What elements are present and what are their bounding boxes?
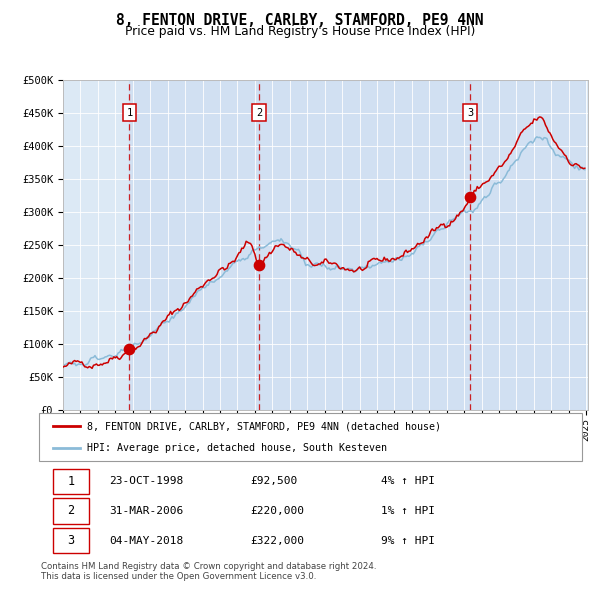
Bar xyxy=(130,80,259,410)
FancyBboxPatch shape xyxy=(53,468,89,494)
Text: 4% ↑ HPI: 4% ↑ HPI xyxy=(381,476,435,486)
Text: 2: 2 xyxy=(256,108,262,117)
Text: £92,500: £92,500 xyxy=(251,476,298,486)
Text: £220,000: £220,000 xyxy=(251,506,305,516)
Text: Price paid vs. HM Land Registry's House Price Index (HPI): Price paid vs. HM Land Registry's House … xyxy=(125,25,475,38)
Point xyxy=(465,192,475,202)
Text: 1: 1 xyxy=(67,474,74,487)
Bar xyxy=(470,80,584,410)
Text: 3: 3 xyxy=(67,535,74,548)
FancyBboxPatch shape xyxy=(39,413,582,461)
Text: 3: 3 xyxy=(467,108,473,117)
Point xyxy=(125,344,134,353)
Text: 9% ↑ HPI: 9% ↑ HPI xyxy=(381,536,435,546)
FancyBboxPatch shape xyxy=(53,528,89,553)
Text: 8, FENTON DRIVE, CARLBY, STAMFORD, PE9 4NN (detached house): 8, FENTON DRIVE, CARLBY, STAMFORD, PE9 4… xyxy=(87,421,441,431)
Text: HPI: Average price, detached house, South Kesteven: HPI: Average price, detached house, Sout… xyxy=(87,443,387,453)
Bar xyxy=(259,80,470,410)
Point xyxy=(254,260,264,270)
Text: 04-MAY-2018: 04-MAY-2018 xyxy=(110,536,184,546)
Text: Contains HM Land Registry data © Crown copyright and database right 2024.
This d: Contains HM Land Registry data © Crown c… xyxy=(41,562,376,581)
Text: 8, FENTON DRIVE, CARLBY, STAMFORD, PE9 4NN: 8, FENTON DRIVE, CARLBY, STAMFORD, PE9 4… xyxy=(116,13,484,28)
Text: 1% ↑ HPI: 1% ↑ HPI xyxy=(381,506,435,516)
Text: 1: 1 xyxy=(127,108,133,117)
Text: 2: 2 xyxy=(67,504,74,517)
Text: 23-OCT-1998: 23-OCT-1998 xyxy=(110,476,184,486)
FancyBboxPatch shape xyxy=(53,499,89,523)
Text: 31-MAR-2006: 31-MAR-2006 xyxy=(110,506,184,516)
Text: £322,000: £322,000 xyxy=(251,536,305,546)
